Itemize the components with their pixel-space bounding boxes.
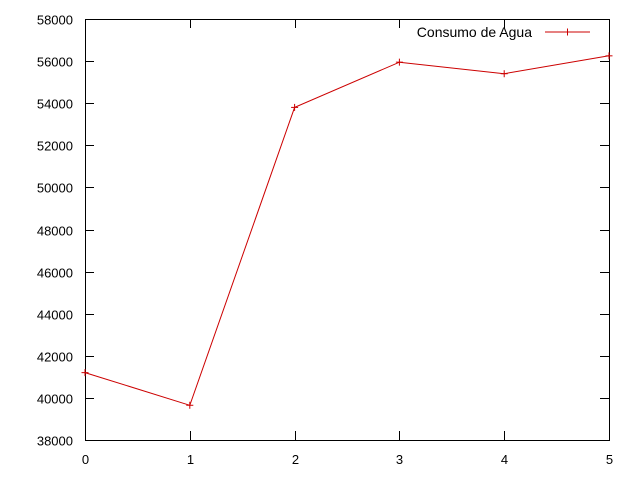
data-point — [186, 401, 194, 409]
y-tick-label: 46000 — [37, 266, 73, 281]
data-point — [81, 369, 89, 377]
legend: Consumo de Agua — [417, 24, 590, 40]
x-axis-ticks: 0 1 2 3 4 5 — [82, 19, 613, 467]
y-tick-label: 44000 — [37, 308, 73, 323]
data-point — [291, 103, 299, 111]
y-tick-label: 50000 — [37, 181, 73, 196]
y-tick-label: 52000 — [37, 139, 73, 154]
x-tick-label: 5 — [606, 452, 613, 467]
plot-frame — [85, 19, 610, 441]
x-tick-label: 0 — [82, 452, 89, 467]
y-tick-label: 40000 — [37, 392, 73, 407]
y-tick-label: 58000 — [37, 13, 73, 28]
x-tick-label: 2 — [292, 452, 299, 467]
series-line — [84, 55, 610, 406]
legend-label: Consumo de Agua — [417, 24, 532, 40]
x-tick-label: 1 — [187, 452, 194, 467]
y-tick-label: 54000 — [37, 97, 73, 112]
y-axis-ticks: 38000 40000 42000 44000 46000 48000 50000 52000… — [37, 13, 609, 449]
y-tick-label: 42000 — [37, 350, 73, 365]
data-point — [395, 58, 403, 66]
data-point — [500, 70, 508, 78]
legend-marker — [564, 28, 571, 36]
legend-point — [564, 28, 571, 36]
y-tick-label: 38000 — [37, 434, 73, 449]
y-tick-label: 48000 — [37, 224, 73, 239]
data-point — [605, 52, 613, 60]
y-tick-label: 56000 — [37, 55, 73, 70]
x-tick-label: 3 — [396, 452, 403, 467]
series-layer — [81, 52, 613, 409]
x-tick-label: 4 — [501, 452, 508, 467]
